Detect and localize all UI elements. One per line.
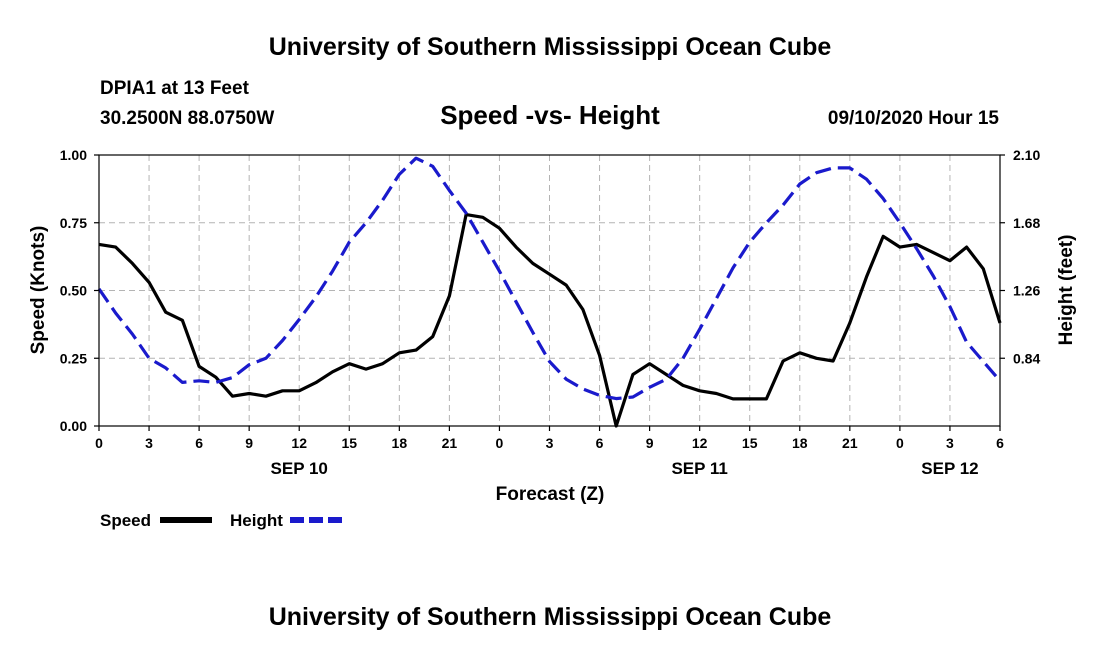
- grid-lines: [99, 155, 1000, 426]
- station-coords: 30.2500N 88.0750W: [100, 108, 274, 129]
- date-label: SEP 12: [921, 459, 978, 478]
- forecast-datetime: 09/10/2020 Hour 15: [828, 108, 1000, 129]
- x-tick-label: 12: [291, 435, 307, 451]
- x-tick-label: 9: [245, 435, 253, 451]
- x-tick-label: 0: [896, 435, 904, 451]
- x-tick-label: 21: [442, 435, 458, 451]
- data-series: [97, 156, 1002, 428]
- y-tick-label: 0.00: [60, 418, 87, 434]
- date-label: SEP 11: [671, 459, 727, 478]
- y2-tick-label: 0.84: [1013, 350, 1040, 366]
- x-axis-title: Forecast (Z): [496, 484, 605, 505]
- x-tick-label: 15: [742, 435, 758, 451]
- chart-main-title: University of Southern Mississippi Ocean…: [269, 33, 832, 61]
- y-tick-label: 1.00: [60, 147, 87, 163]
- x-tick-label: 6: [195, 435, 203, 451]
- legend-height-label: Height: [230, 511, 283, 530]
- y2-tick-label: 1.68: [1013, 215, 1040, 231]
- x-tick-label: 6: [996, 435, 1004, 451]
- x-tick-label: 0: [496, 435, 504, 451]
- date-label: SEP 10: [271, 459, 328, 478]
- legend: Speed Height: [100, 511, 342, 530]
- x-tick-label: 21: [842, 435, 858, 451]
- y-tick-label: 0.75: [60, 215, 87, 231]
- plot-title: Speed -vs- Height: [440, 100, 660, 130]
- legend-speed-label: Speed: [100, 511, 151, 530]
- y2-tick-label: 2.10: [1013, 147, 1040, 163]
- tick-labels: 0 3 6 9 12 15 18 21 0 3 6 9 12 15 18 21 0 3 6 0.00 0.25 0.50 0…: [60, 147, 1041, 478]
- y-axis-title: Speed (Knots): [28, 226, 49, 355]
- x-tick-label: 9: [646, 435, 654, 451]
- x-tick-label: 6: [596, 435, 604, 451]
- y-tick-label: 0.25: [60, 350, 87, 366]
- x-tick-label: 18: [792, 435, 808, 451]
- y2-axis-title: Height (feet): [1056, 235, 1077, 346]
- x-tick-label: 0: [95, 435, 103, 451]
- height-series-line: [97, 156, 1002, 401]
- x-tick-label: 3: [546, 435, 554, 451]
- x-tick-label: 3: [946, 435, 954, 451]
- footer-title: University of Southern Mississippi Ocean…: [269, 603, 832, 631]
- x-tick-label: 12: [692, 435, 708, 451]
- y2-tick-label: 1.26: [1013, 283, 1040, 299]
- x-tick-label: 15: [341, 435, 357, 451]
- axis-ticks: [94, 154, 1005, 431]
- x-tick-label: 3: [145, 435, 153, 451]
- y-tick-label: 0.50: [60, 283, 87, 299]
- speed-series-line: [98, 213, 1002, 428]
- x-tick-label: 18: [392, 435, 408, 451]
- station-label: DPIA1 at 13 Feet: [100, 78, 250, 99]
